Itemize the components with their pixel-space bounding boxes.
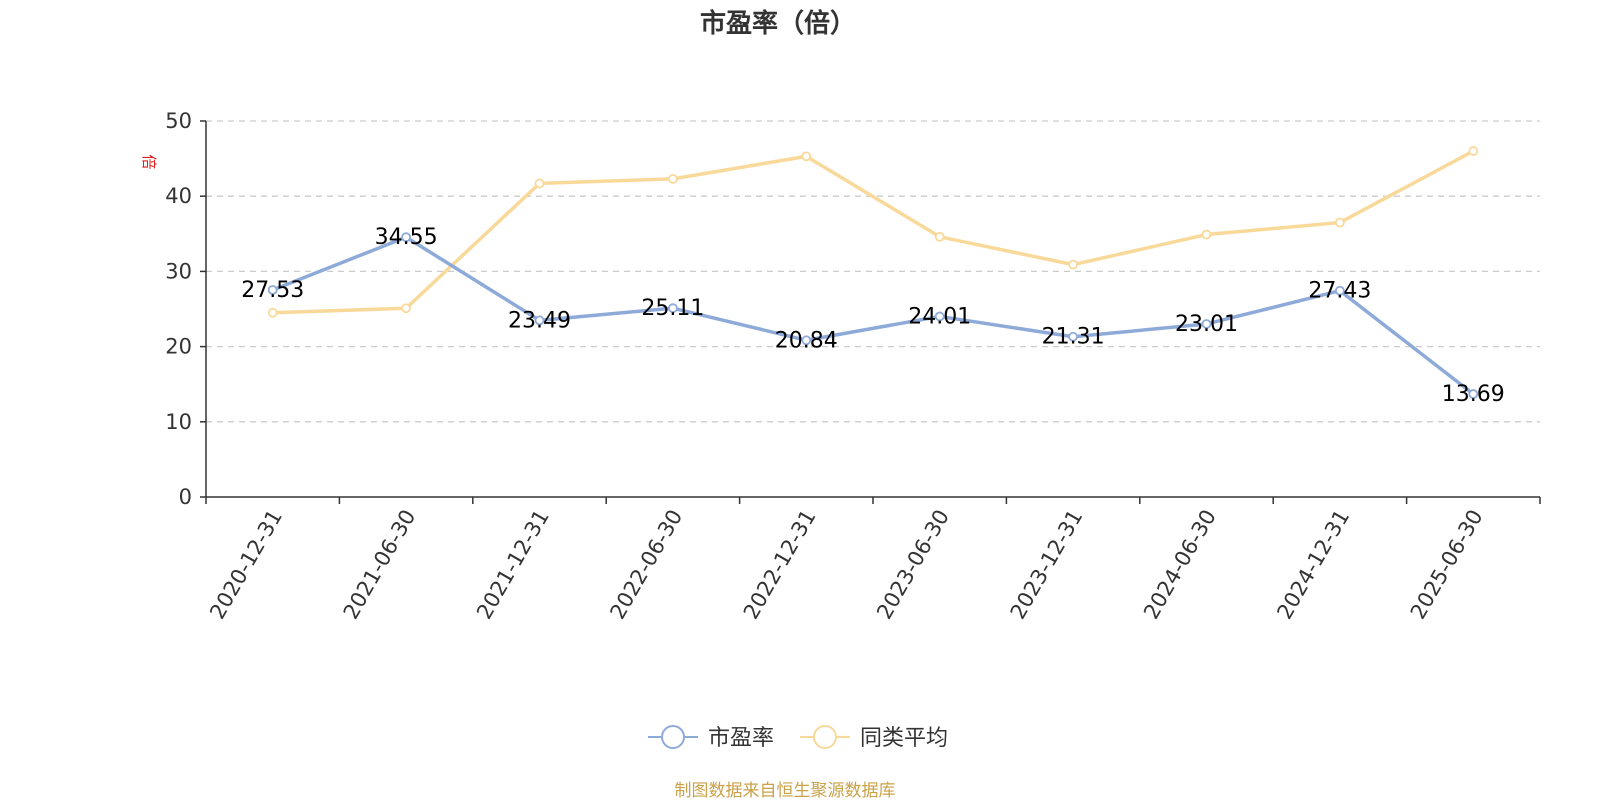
x-tick-label-2022-06-30: 2022-06-30 [605, 506, 687, 624]
series-point-市盈率-2021-12-31 [534, 315, 545, 326]
legend-marker-同类平均 [813, 725, 837, 749]
series-point-同类平均-2021-12-31 [534, 178, 545, 189]
series-point-同类平均-2022-12-31 [801, 151, 812, 162]
series-point-同类平均-2024-12-31 [1335, 217, 1345, 228]
series-point-市盈率-2024-06-30 [1201, 319, 1212, 329]
x-tick-label-2024-12-31: 2024-12-31 [1272, 506, 1354, 624]
series-line-同类平均 [272, 149, 1475, 315]
legend: 市盈率 同类平均 [648, 725, 948, 751]
series-point-同类平均-2022-06-30 [668, 174, 678, 184]
x-tick-label-2023-12-31: 2023-12-31 [1006, 506, 1088, 624]
legend-marker-市盈率 [661, 725, 685, 749]
data-label-2024-06-30: 23.01 [1175, 312, 1238, 337]
data-label-2022-12-31: 20.84 [775, 328, 838, 353]
data-label-2021-12-31: 23.49 [508, 308, 571, 333]
series-point-市盈率-2024-12-31 [1335, 285, 1345, 296]
y-tick-label-40: 40 [165, 184, 192, 208]
series-point-同类平均-2021-06-30 [401, 303, 412, 314]
legend-label-同类平均: 同类平均 [860, 726, 948, 751]
series-point-同类平均-2023-06-30 [934, 231, 945, 242]
grid-lines [206, 120, 1540, 423]
data-label-2020-12-31: 27.53 [241, 278, 304, 303]
series-point-同类平均-2023-12-31 [1068, 259, 1078, 270]
legend-label-市盈率: 市盈率 [708, 726, 774, 751]
chart-title: 市盈率（倍） [700, 8, 856, 39]
data-label-2023-06-30: 24.01 [908, 304, 971, 329]
y-tick-label-10: 10 [165, 410, 192, 434]
y-tick-label-20: 20 [165, 335, 192, 359]
data-labels: 27.53 34.55 23.49 25.11 20.84 24.01 21.31 23.01… [241, 225, 1505, 407]
data-source-note: 制图数据来自恒生聚源数据库 [675, 781, 896, 800]
series-point-市盈率-2021-06-30 [401, 232, 412, 243]
x-tick-label-2024-06-30: 2024-06-30 [1139, 506, 1221, 624]
series-lines [267, 146, 1479, 399]
y-tick-label-30: 30 [165, 259, 192, 283]
data-label-2024-12-31: 27.43 [1308, 279, 1371, 304]
x-tick-label-2023-06-30: 2023-06-30 [872, 506, 954, 624]
series-point-市盈率-2022-06-30 [668, 303, 678, 314]
series-point-市盈率-2022-12-31 [801, 335, 812, 346]
series-point-市盈率-2023-12-31 [1068, 331, 1078, 342]
y-axis-unit-label: 倍 [140, 154, 158, 169]
data-label-2022-06-30: 25.11 [641, 296, 704, 321]
x-tick-label-2022-12-31: 2022-12-31 [739, 506, 821, 624]
series-point-市盈率-2023-06-30 [934, 311, 945, 322]
series-point-市盈率-2025-06-30 [1468, 389, 1479, 399]
y-tick-label-0: 0 [179, 485, 192, 509]
series-point-市盈率-2020-12-31 [267, 285, 278, 295]
x-tick-label-2021-12-31: 2021-12-31 [472, 506, 554, 624]
series-point-同类平均-2024-06-30 [1201, 229, 1212, 240]
x-tick-label-2020-12-31: 2020-12-31 [205, 506, 287, 624]
data-label-2021-06-30: 34.55 [375, 225, 438, 250]
series-point-同类平均-2025-06-30 [1468, 146, 1479, 156]
y-tick-label-50: 50 [165, 109, 192, 133]
x-tick-label-2021-06-30: 2021-06-30 [339, 506, 421, 624]
series-point-同类平均-2020-12-31 [267, 307, 278, 318]
series-line-市盈率 [272, 235, 1475, 396]
data-label-2023-12-31: 21.31 [1042, 325, 1105, 350]
x-tick-label-2025-06-30: 2025-06-30 [1406, 506, 1488, 624]
data-label-2025-06-30: 13.69 [1442, 382, 1505, 407]
